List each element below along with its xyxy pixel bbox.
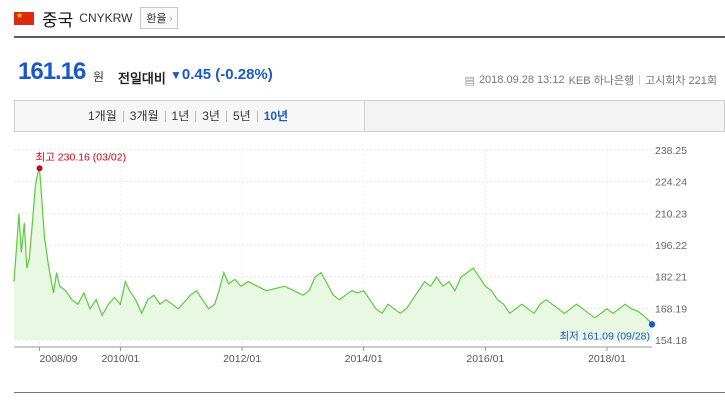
x-tick-label: 2012/01	[223, 353, 261, 365]
exchange-rate-chart[interactable]: 238.25 224.24 210.23 196.22 182.21 168.19 154.…	[0, 140, 725, 370]
high-point-marker	[36, 165, 43, 172]
tab-1month[interactable]: 1개월	[82, 110, 124, 122]
footer-divider	[14, 392, 725, 393]
x-tick-label: 2008/09	[40, 353, 78, 365]
x-tick-label: 2016/01	[466, 353, 504, 365]
tab-1year[interactable]: 1년	[166, 110, 197, 122]
high-label: 최고 230.16 (03/02)	[36, 151, 127, 163]
x-tick-label: 2014/01	[345, 353, 383, 365]
quote-notice: 고시회차 221회	[644, 75, 717, 87]
y-tick-label: 224.24	[655, 177, 687, 189]
china-flag-icon	[14, 11, 34, 25]
country-name: 중국	[42, 10, 74, 30]
x-axis: 2008/09 2010/01 2012/01 2014/01 2016/01 2018/…	[14, 346, 652, 365]
y-tick-label: 168.19	[655, 303, 687, 315]
chart-series-line	[13, 168, 653, 325]
quote-meta: ▤ 2018.09.28 13:12 KEB 하나은행 | 고시회차 221회	[465, 72, 717, 88]
tab-3year[interactable]: 3년	[196, 110, 227, 122]
y-tick-label: 196.22	[655, 240, 687, 252]
currency-code: CNYKRW	[79, 11, 133, 25]
low-label: 최저 161.09 (09/28)	[559, 330, 650, 342]
y-tick-label: 182.21	[655, 272, 687, 284]
y-tick-label: 210.23	[655, 208, 687, 220]
current-price: 161.16	[18, 58, 86, 85]
header: 중국 CNYKRW 환율 ›	[14, 6, 179, 30]
header-divider	[14, 36, 725, 38]
x-tick-label: 2010/01	[101, 353, 139, 365]
tab-10year[interactable]: 10년	[263, 108, 289, 123]
x-tick-label: 2018/01	[588, 353, 626, 365]
chart-area-fill	[14, 168, 652, 340]
low-point-marker	[648, 321, 656, 328]
price-unit: 원	[93, 70, 105, 84]
quote-datetime: 2018.09.28 13:12	[478, 74, 565, 86]
down-triangle-icon: ▼	[170, 68, 182, 82]
price-change-value: 0.45 (-0.28%)	[181, 66, 273, 83]
prev-day-label: 전일대비	[118, 71, 166, 86]
meta-separator: |	[638, 74, 641, 86]
fx-button[interactable]: 환율 ›	[140, 7, 179, 29]
y-axis-labels: 238.25 224.24 210.23 196.22 182.21 168.19 154.…	[655, 145, 687, 347]
tab-5year[interactable]: 5년	[227, 110, 258, 122]
y-tick-label: 154.18	[655, 335, 687, 347]
period-tabs: 1개월 3개월 1년 3년 5년 10년	[14, 100, 725, 132]
document-icon: ▤	[464, 74, 475, 87]
fx-button-label: 환율	[146, 13, 167, 25]
quote-bank: KEB 하나은행	[568, 75, 635, 87]
tab-3month[interactable]: 3개월	[124, 110, 166, 122]
price-change: ▼0.45 (-0.28%)	[170, 66, 273, 83]
price-row: 161.16 원 전일대비 ▼0.45 (-0.28%) ▤ 2018.09.2…	[18, 56, 717, 90]
period-tabs-inner: 1개월 3개월 1년 3년 5년 10년	[15, 101, 365, 131]
y-tick-label: 238.25	[655, 145, 687, 157]
chevron-right-icon: ›	[169, 13, 173, 23]
